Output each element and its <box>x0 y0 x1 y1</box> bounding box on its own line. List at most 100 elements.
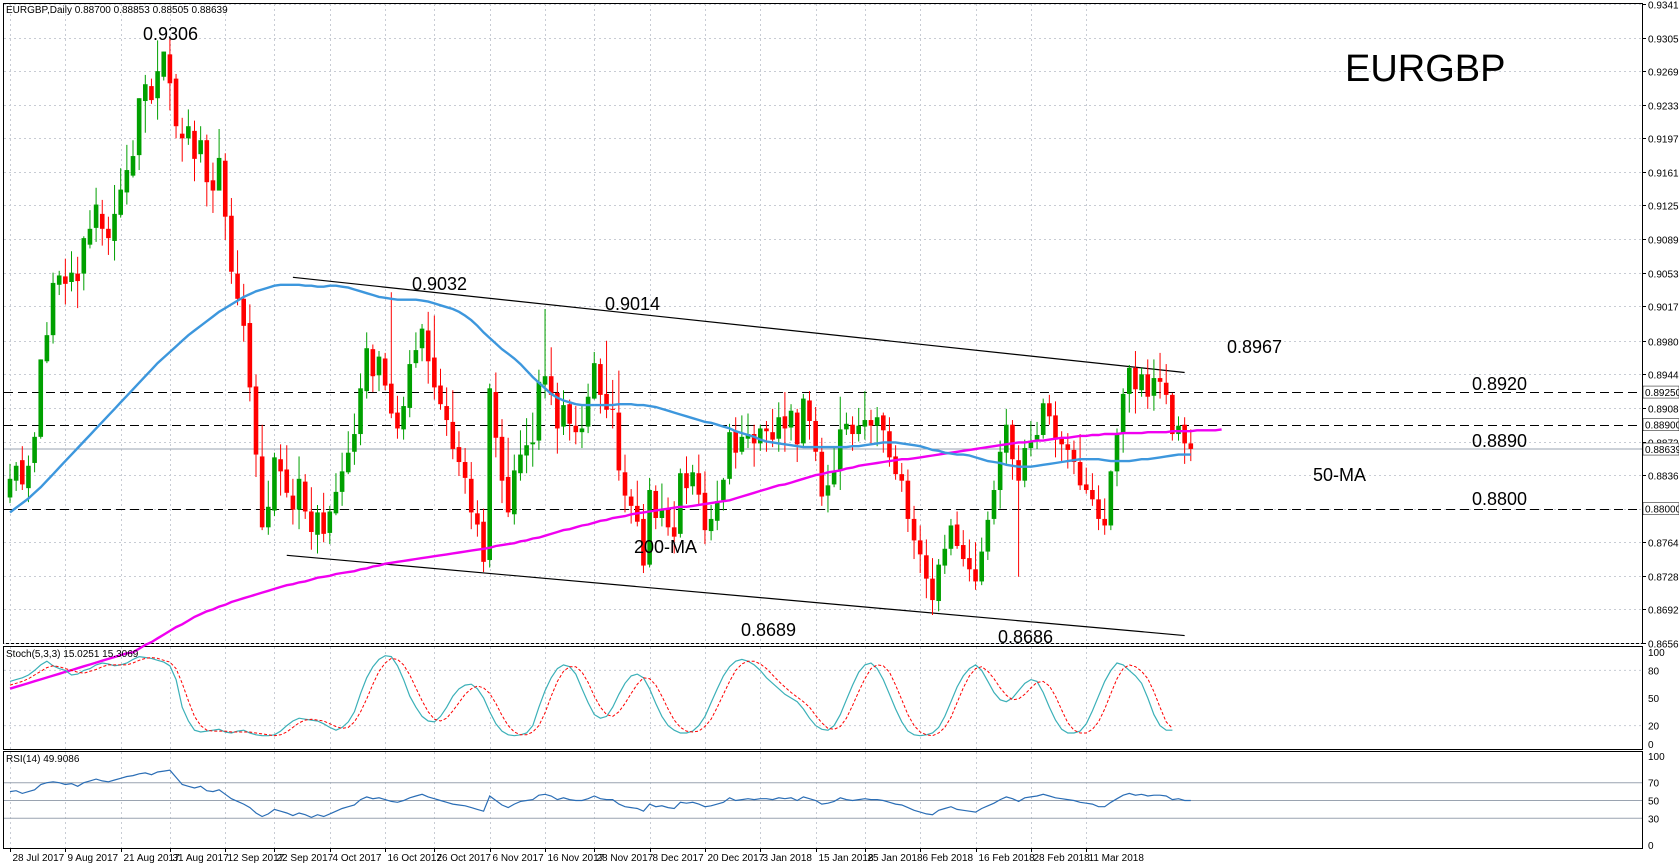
candle-body <box>881 415 886 431</box>
candle-body <box>622 472 628 496</box>
candle-body <box>1127 367 1132 394</box>
candle-body <box>659 509 665 518</box>
trendline-upper <box>292 276 1185 374</box>
candle-body <box>948 525 954 549</box>
candle-body <box>727 432 732 479</box>
candle-body <box>370 349 376 377</box>
candle-body <box>721 479 726 501</box>
candle-body <box>1010 424 1015 460</box>
candle-body <box>911 518 917 541</box>
candle-body <box>960 545 966 560</box>
date-label: 20 Dec 2017 <box>708 853 765 864</box>
date-label: 28 Nov 2017 <box>597 853 654 864</box>
candle-body <box>382 358 388 386</box>
candle-body <box>690 472 695 487</box>
candle-body <box>487 388 492 560</box>
rsi-tick-label: 100 <box>1648 752 1665 763</box>
candle-body <box>38 359 44 437</box>
candle-body <box>764 428 769 432</box>
annotation-0.8686: 0.8686 <box>998 627 1053 647</box>
candle-body <box>758 428 763 444</box>
candle-body <box>591 363 597 399</box>
candle-body <box>161 51 167 77</box>
annotation-0.9014: 0.9014 <box>605 294 660 314</box>
candle-body <box>1004 424 1009 453</box>
candle-body <box>253 386 259 455</box>
candle-body <box>770 432 775 440</box>
candle-body <box>628 496 634 506</box>
ma50-label: 50-MA <box>1313 465 1366 485</box>
candle-body <box>106 228 111 239</box>
candle-body <box>1053 415 1058 440</box>
candle-body <box>290 495 296 510</box>
candle-body <box>475 513 480 525</box>
candle-body <box>413 350 419 364</box>
candle-body <box>751 434 757 444</box>
candle-body <box>296 478 302 510</box>
candle-body <box>499 436 505 481</box>
candle-body <box>776 417 782 439</box>
candle-body <box>450 421 456 449</box>
candle-body <box>813 420 818 452</box>
candle-body <box>20 460 25 485</box>
candle-body <box>696 473 702 495</box>
date-label: 21 Aug 2017 <box>124 853 181 864</box>
candle-body <box>536 381 542 441</box>
stochastic-tick-label: 20 <box>1648 722 1660 733</box>
candle-body <box>924 555 929 579</box>
candle-body <box>339 471 345 492</box>
candle-body <box>118 189 123 215</box>
ma200-label: 200-MA <box>634 537 697 557</box>
candle-body <box>665 508 671 528</box>
candle-body <box>930 578 935 601</box>
candle-body <box>229 215 234 272</box>
candle-body <box>284 469 290 493</box>
trendlines <box>286 276 1185 637</box>
candles <box>7 36 1194 616</box>
stochastic-main-line <box>9 655 1173 737</box>
candle-body <box>973 569 978 582</box>
price-level-label-box <box>1642 502 1679 515</box>
candle-body <box>862 420 868 427</box>
candle-body <box>505 476 511 513</box>
stochastic-tick-label: 80 <box>1648 666 1660 677</box>
price-level-label: 0.88000 <box>1645 505 1679 516</box>
candle-body <box>425 330 431 362</box>
candle-body <box>868 420 874 426</box>
candle-body <box>13 465 19 481</box>
candle-body <box>1133 367 1138 390</box>
candle-body <box>801 398 806 444</box>
candle-body <box>333 491 339 514</box>
date-label: 22 Sep 2017 <box>277 853 334 864</box>
candle-body <box>7 478 13 498</box>
stochastic-tick-label: 0 <box>1648 740 1654 751</box>
candle-body <box>967 558 972 570</box>
candle-body <box>561 405 566 427</box>
trendline-lower <box>286 554 1185 637</box>
date-label: 31 Aug 2017 <box>173 853 230 864</box>
candle-body <box>641 518 646 566</box>
candle-body <box>179 133 185 139</box>
date-label: 26 Oct 2017 <box>437 853 492 864</box>
candle-body <box>438 385 443 405</box>
candle-body <box>1170 394 1175 435</box>
candle-body <box>653 490 659 518</box>
candle-body <box>235 273 240 299</box>
candle-body <box>850 424 855 435</box>
candle-body <box>302 481 308 512</box>
candle-body <box>352 434 357 452</box>
price-level-label: 0.89250 <box>1645 388 1679 399</box>
candle-body <box>887 431 892 458</box>
candle-body <box>579 428 585 433</box>
candle-body <box>389 383 394 414</box>
candle-body <box>782 416 788 429</box>
candle-body <box>542 376 548 385</box>
candle-body <box>1034 434 1040 440</box>
